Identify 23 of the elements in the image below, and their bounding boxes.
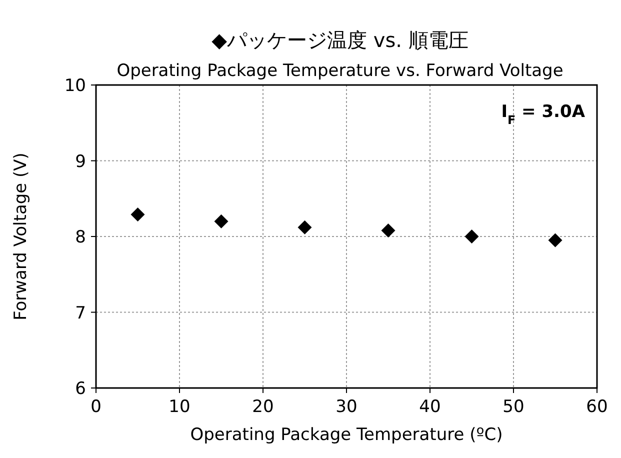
- x-tick-label: 60: [586, 397, 608, 417]
- y-tick-label: 8: [75, 228, 86, 248]
- x-tick-label: 40: [419, 397, 441, 417]
- y-tick-label: 6: [75, 379, 86, 399]
- y-tick-label: 7: [75, 303, 86, 324]
- point: [548, 233, 562, 248]
- x-tick-label: 30: [336, 397, 358, 417]
- point: [130, 208, 145, 222]
- chart-title: ◆パッケージ温度 vs. 順電圧: [212, 28, 468, 52]
- x-tick-label: 0: [90, 397, 102, 417]
- annotation: I$_{F}$ = 3.0A: [501, 102, 586, 127]
- x-tick-label: 10: [168, 397, 190, 417]
- point: [464, 230, 479, 244]
- y-tick-label: 10: [64, 76, 86, 96]
- point: [298, 220, 312, 234]
- y-tick-label: 9: [75, 152, 86, 172]
- x-axis-title: Operating Package Temperature (ºC): [190, 425, 503, 445]
- x-tick-label: 20: [252, 397, 274, 417]
- point: [214, 214, 228, 228]
- x-tick-label: 50: [502, 397, 524, 417]
- y-axis-title: Forward Voltage (V): [11, 152, 31, 320]
- chart-subtitle: Operating Package Temperature vs. Forward Voltage: [116, 61, 564, 81]
- point: [381, 223, 396, 238]
